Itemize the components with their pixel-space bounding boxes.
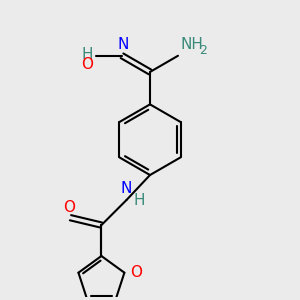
Text: H: H [134, 193, 145, 208]
Text: 2: 2 [199, 44, 207, 57]
Text: N: N [118, 37, 129, 52]
Text: N: N [121, 181, 132, 196]
Text: NH: NH [181, 37, 204, 52]
Text: O: O [81, 56, 93, 71]
Text: O: O [63, 200, 75, 215]
Text: H: H [82, 47, 93, 62]
Text: O: O [130, 265, 142, 280]
